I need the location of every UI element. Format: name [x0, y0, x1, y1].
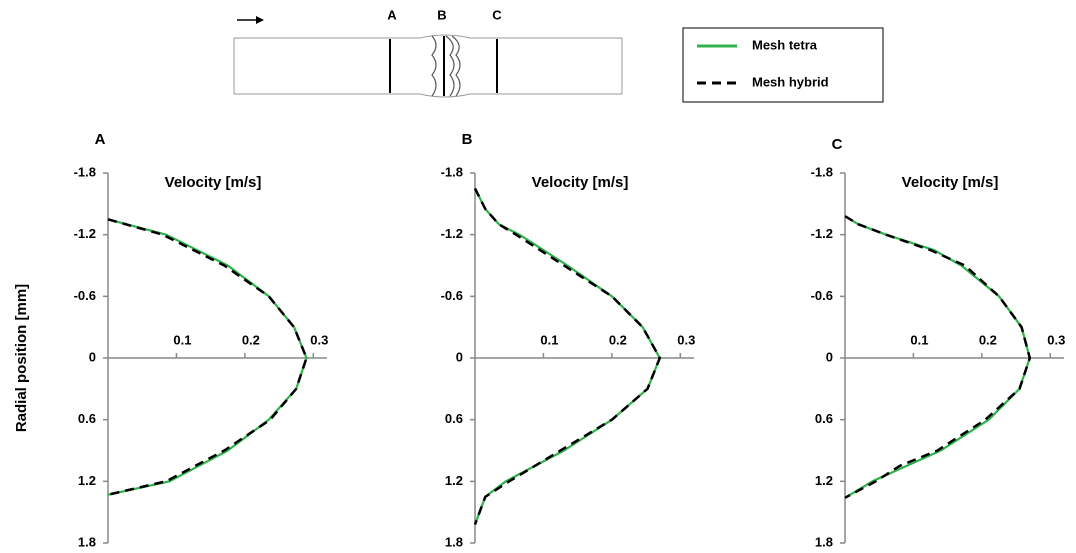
panel-title: B [462, 131, 473, 148]
stent [431, 35, 437, 97]
y-tick-label: 0.6 [78, 411, 96, 426]
section-label: A [387, 7, 397, 22]
x-tick-label: 0.2 [609, 332, 627, 347]
y-tick-label: -0.6 [441, 288, 463, 303]
y-tick-label: -1.2 [441, 226, 463, 241]
flow-arrowhead [256, 16, 264, 24]
y-tick-label: 0.6 [445, 411, 463, 426]
x-tick-label: 0.3 [1047, 332, 1065, 347]
section-label: B [437, 7, 446, 22]
section-label: C [492, 7, 502, 22]
panel-title: C [832, 136, 843, 153]
x-tick-label: 0.2 [979, 332, 997, 347]
x-tick-label: 0.3 [677, 332, 695, 347]
y-tick-label: 0 [456, 349, 463, 364]
profile-line [473, 187, 661, 525]
y-tick-label: 1.2 [445, 473, 463, 488]
stent [445, 35, 455, 97]
y-tick-label: 1.8 [78, 534, 96, 549]
legend-box [682, 27, 884, 103]
y-tick-label: -1.8 [811, 164, 833, 179]
y-tick-label: 0 [826, 349, 833, 364]
x-axis-title: Velocity [m/s] [902, 174, 999, 191]
x-tick-label: 0.1 [173, 332, 191, 347]
y-tick-label: 1.8 [445, 534, 463, 549]
y-tick-label: -1.2 [74, 226, 96, 241]
y-tick-label: -1.8 [441, 164, 463, 179]
x-tick-label: 0.2 [242, 332, 260, 347]
y-tick-label: 1.8 [815, 534, 833, 549]
y-tick-label: -1.2 [811, 226, 833, 241]
y-axis-title: Radial position [mm] [13, 284, 30, 432]
profile-line [844, 215, 1031, 499]
profile-line [844, 215, 1032, 499]
y-tick-label: -0.6 [811, 288, 833, 303]
profile-line [473, 187, 662, 525]
x-tick-label: 0.3 [310, 332, 328, 347]
y-tick-label: 1.2 [815, 473, 833, 488]
y-tick-label: 0 [89, 349, 96, 364]
y-tick-label: 0.6 [815, 411, 833, 426]
x-axis-title: Velocity [m/s] [532, 174, 629, 191]
x-axis-title: Velocity [m/s] [165, 174, 262, 191]
y-tick-label: -0.6 [74, 288, 96, 303]
panel-title: A [95, 131, 106, 148]
stent [451, 35, 461, 97]
profile-line [107, 218, 308, 496]
y-tick-label: 1.2 [78, 473, 96, 488]
x-tick-label: 0.1 [910, 332, 928, 347]
plots: A Velocity [m/s] Radial position [mm] -1.8 -… [13, 131, 1065, 549]
y-tick-label: -1.8 [74, 164, 96, 179]
pipe-outline [233, 34, 623, 98]
legend-label: Mesh hybrid [752, 74, 829, 89]
x-tick-label: 0.1 [540, 332, 558, 347]
profile-line [107, 218, 308, 496]
pipe-diagram: A B C [233, 7, 623, 98]
legend-label: Mesh tetra [752, 37, 818, 52]
legend: Mesh tetra Mesh hybrid [682, 27, 884, 103]
